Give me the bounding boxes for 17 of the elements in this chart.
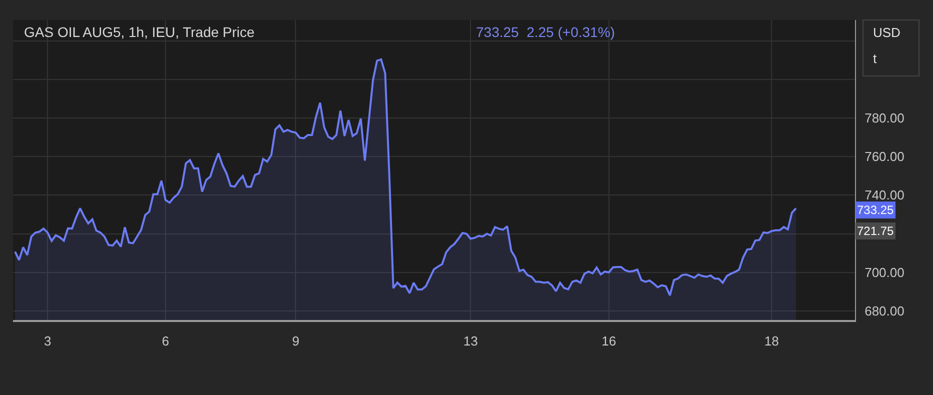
text: USD (873, 25, 900, 40)
x-tick-label: 18 (764, 334, 779, 349)
y-tick-label: 700.00 (864, 264, 904, 280)
y-tick-label: 740.00 (864, 188, 904, 203)
text: 733.25 (857, 203, 894, 217)
y-tick-label: 780.00 (864, 110, 904, 126)
x-tick-label: 3 (44, 334, 52, 349)
x-tick-label: 16 (602, 334, 616, 349)
text: t (873, 51, 877, 66)
chart-title: GAS OIL AUG5, 1h, IEU, Trade Price (24, 24, 255, 40)
y-tick-label: 760.00 (864, 149, 904, 164)
x-tick-label: 9 (292, 334, 300, 349)
chart-subtitle: 733.25 2.25 (+0.31%) (476, 24, 615, 40)
text: 721.75 (857, 224, 894, 238)
x-tick-label: 6 (162, 334, 170, 349)
x-tick-label: 13 (463, 334, 478, 349)
y-tick-label: 680.00 (864, 303, 904, 318)
